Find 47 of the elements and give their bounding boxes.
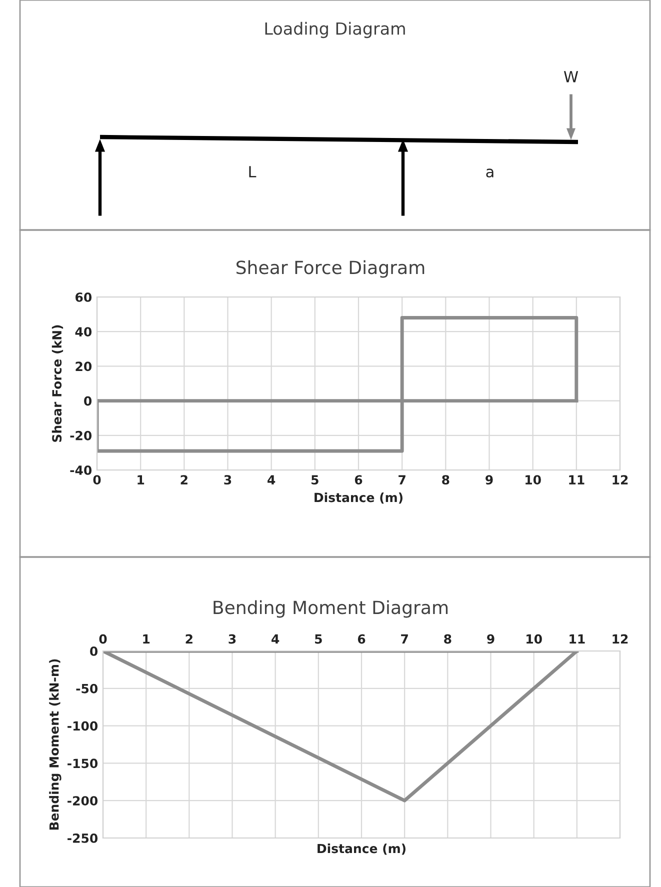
x-tick-label: 8 [444,634,452,644]
x-tick-label: 11 [569,475,584,484]
text: W [564,71,578,82]
text: Loading Diagram [265,22,405,38]
y-tick-label: -250 [68,833,98,843]
x-axis-title: Distance (m) [314,492,402,504]
x-tick-label: 7 [398,475,406,484]
y-tick-label: 0 [84,396,92,406]
x-tick-label: 6 [354,475,362,485]
y-tick-label: 20 [76,362,92,372]
x-tick-label: 6 [358,634,366,644]
x-tick-label: 7 [401,634,408,644]
x-tick-label: 12 [612,475,628,484]
x-tick-label: 11 [570,634,585,644]
chart-title: Shear Force Diagram [236,260,424,278]
y-tick-label: -40 [70,465,92,475]
x-tick-label: 9 [486,475,493,485]
x-axis-title: Distance (m) [318,844,406,855]
x-tick-label: 5 [312,475,318,485]
x-tick-label: 4 [272,634,280,644]
x-tick-label: 1 [143,634,150,644]
x-tick-label: 12 [612,634,628,644]
x-tick-label: 3 [228,634,236,644]
chart-title: Bending Moment Diagram [214,600,448,618]
x-tick-label: 3 [224,475,232,485]
x-tick-label: 2 [180,475,188,484]
x-tick-label: 8 [442,475,450,485]
text: a [486,168,494,178]
x-tick-label: 5 [315,634,322,644]
y-axis-title: Shear Force (kN) [52,325,64,442]
x-tick-label: 4 [268,475,276,484]
y-tick-label: -200 [68,796,98,806]
y-axis-title: Bending Moment (kN-m) [49,659,62,830]
y-tick-label: 40 [75,327,92,337]
x-tick-label: 10 [526,634,542,644]
y-tick-label: -50 [76,684,98,694]
text: L [249,166,256,178]
y-tick-label: 0 [90,646,98,656]
y-tick-label: 60 [76,292,92,302]
x-tick-label: 10 [526,475,541,485]
y-tick-label: -100 [68,721,98,731]
y-tick-label: -20 [70,430,92,440]
x-tick-label: 9 [487,634,494,644]
y-tick-label: -150 [68,758,98,768]
x-tick-label: 1 [138,475,144,484]
x-tick-label: 0 [99,634,107,644]
x-tick-label: 2 [186,634,192,644]
